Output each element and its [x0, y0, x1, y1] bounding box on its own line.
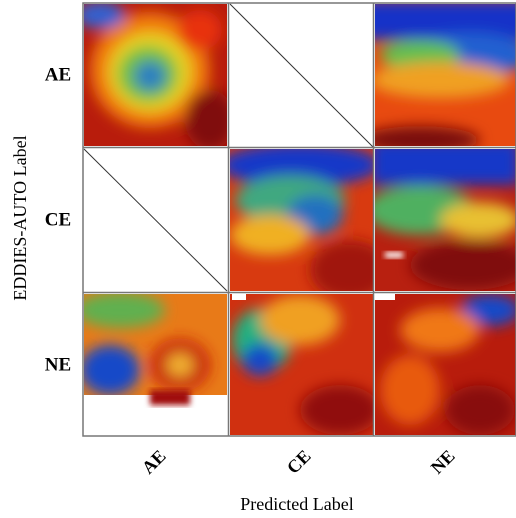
grid: [82, 2, 516, 437]
empty-cell-diagonal: [83, 148, 228, 292]
cell-image: [84, 294, 227, 435]
column-label: CE: [283, 446, 315, 478]
empty-cell-diagonal: [229, 3, 374, 148]
cell-image: [375, 294, 516, 435]
y-axis-label: EDDIES-AUTO Label: [10, 135, 30, 300]
x-axis-label: Predicted Label: [240, 494, 353, 514]
row-label: AE: [45, 64, 71, 85]
column-label: NE: [427, 446, 459, 478]
column-label: AE: [138, 446, 170, 478]
cell-image: [375, 149, 516, 291]
cell-image: [230, 149, 373, 291]
cell-image: [230, 294, 373, 435]
row-label: CE: [45, 209, 71, 230]
cell-image: [84, 4, 227, 146]
row-label: NE: [45, 354, 71, 375]
cell-image: [375, 4, 516, 146]
